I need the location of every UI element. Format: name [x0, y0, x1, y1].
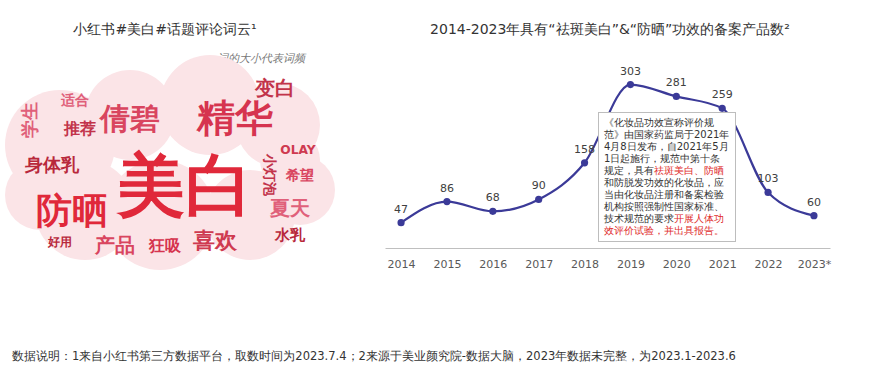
- word: 适合: [60, 92, 90, 108]
- x-tick: 2020: [663, 248, 691, 271]
- point: [810, 212, 817, 219]
- chart-title: 小红书#美白#话题评论词云¹: [73, 21, 256, 37]
- point: [719, 105, 726, 112]
- point: [443, 198, 450, 205]
- word: OLAY: [280, 143, 315, 157]
- x-tick-label: 2020: [663, 258, 691, 271]
- x-tick-label: 2015: [433, 258, 461, 271]
- data-label: 259: [712, 88, 733, 101]
- word: 狂吸: [148, 236, 182, 255]
- canvas: 小红书#美白#话题评论词云¹词的大小代表词频美白精华防晒倩碧喜欢变白产品夏天身体…: [0, 0, 893, 389]
- word: 水乳: [274, 226, 306, 244]
- x-tick-label: 2016: [479, 258, 507, 271]
- x-tick: 2019: [617, 248, 645, 271]
- point: [764, 189, 771, 196]
- data-label: 90: [532, 179, 546, 192]
- word: 希望: [285, 167, 314, 183]
- x-tick: 2022: [755, 248, 783, 271]
- x-tick-label: 2014: [388, 258, 416, 271]
- x-tick: 2023*: [798, 248, 832, 271]
- x-tick: 2017: [525, 248, 553, 271]
- x-tick: 2021: [709, 248, 737, 271]
- data-label: 86: [440, 182, 454, 195]
- x-tick-label: 2022: [755, 258, 783, 271]
- word: 倩碧: [99, 101, 160, 136]
- data-label: 68: [486, 191, 500, 204]
- point: [535, 196, 542, 203]
- word: 夏天: [269, 197, 310, 220]
- point: [397, 219, 404, 226]
- point: [673, 93, 680, 100]
- words: 美白 精华防晒 倩碧喜欢 变白产品 夏天 身体乳 学生 推荐狂吸 水乳 小灯泡希望 适合好用 OLAY: [20, 77, 316, 257]
- cloud-shape: [5, 55, 335, 270]
- x-axis-line: [386, 248, 831, 249]
- x-tick-label: 2021: [709, 258, 737, 271]
- x-axis: 2014 2015 2016 2017 2018 2019 2020 2021 2022 2023…: [386, 248, 832, 271]
- data-label: 303: [620, 65, 641, 78]
- word: 变白: [254, 77, 295, 100]
- x-tick: 2014: [388, 248, 416, 271]
- x-tick: 2015: [433, 248, 461, 271]
- point: [627, 81, 634, 88]
- x-tick-label: 2018: [571, 258, 599, 271]
- annotation: 《化妆品功效宣称评价规范》由国家药监局于2021年4月8日发布，自2021年5月…: [598, 112, 736, 242]
- data-label: 47: [394, 203, 408, 216]
- data-label: 158: [574, 143, 595, 156]
- x-tick-label: 2019: [617, 258, 645, 271]
- word: 好用: [47, 235, 72, 249]
- x-tick-label: 2017: [525, 258, 553, 271]
- word: 学生: [20, 102, 40, 138]
- word: 精华: [196, 96, 273, 140]
- x-tick-label: 2023*: [798, 258, 832, 271]
- word: 防晒: [36, 190, 108, 231]
- word: 喜欢: [192, 228, 238, 253]
- point: [581, 159, 588, 166]
- data-label: 60: [807, 196, 821, 209]
- word: 推荐: [63, 119, 96, 138]
- word: 产品: [94, 234, 135, 257]
- x-tick: 2016: [479, 248, 507, 271]
- chart-title: 2014-2023年具有“祛斑美白”&“防晒”功效的备案产品数²: [430, 21, 790, 37]
- data-label: 103: [758, 172, 779, 185]
- word: 小灯泡: [262, 153, 278, 197]
- footnote: 数据说明：1来自小红书第三方数据平台，取数时间为2023.7.4；2来源于美业颜…: [12, 349, 736, 363]
- word: 身体乳: [24, 155, 80, 175]
- word: 美白: [116, 146, 253, 225]
- annotation-text: 祛斑美白、防晒: [654, 165, 724, 176]
- plot-area: [397, 81, 817, 226]
- point: [489, 208, 496, 215]
- x-tick: 2018: [571, 248, 599, 271]
- data-label: 281: [666, 76, 687, 89]
